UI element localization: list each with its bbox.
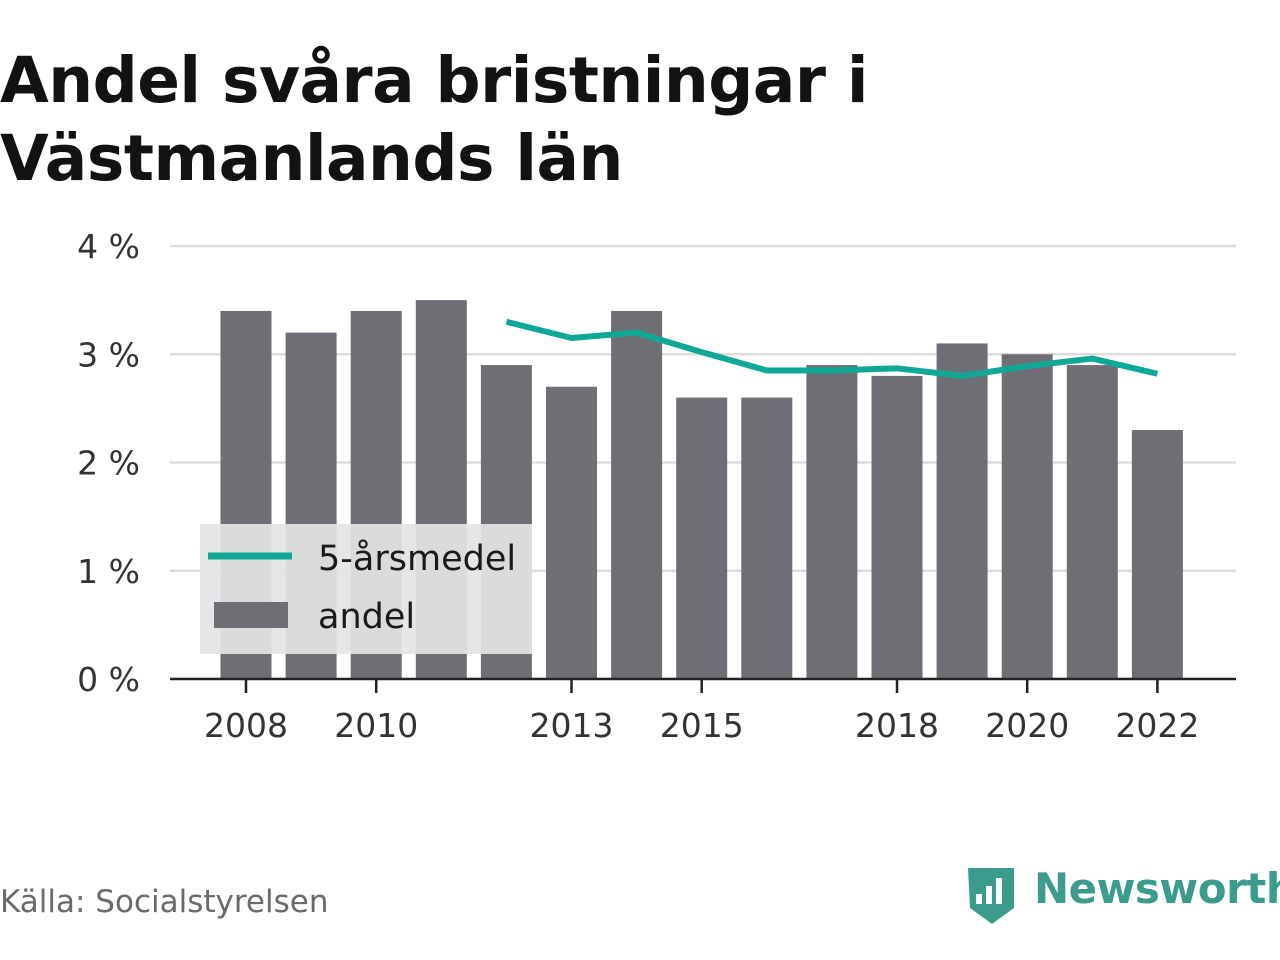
y-tick-label: 2 %	[77, 444, 140, 483]
newsworthy-logo-text: Newsworthy	[1034, 864, 1280, 913]
bar	[936, 343, 988, 679]
bar	[1131, 430, 1183, 679]
legend-swatch-bar	[214, 602, 288, 628]
bar	[676, 397, 728, 679]
bar	[741, 397, 793, 679]
x-tick-label: 2013	[530, 706, 614, 745]
newsworthy-logo-icon	[968, 868, 1014, 924]
axes: 0 % 1 % 2 % 3 % 4 % 2008 2010 2013 2015 2018 2020 2…	[77, 227, 1236, 745]
legend-label-5-arsmedel: 5-årsmedel	[318, 538, 516, 579]
y-tick-label: 0 %	[77, 660, 140, 699]
x-tick-label: 2018	[855, 706, 939, 745]
x-tick-label: 2022	[1115, 706, 1199, 745]
legend-label-andel: andel	[318, 597, 415, 637]
x-tick-label: 2015	[660, 706, 744, 745]
legend-box	[200, 524, 532, 654]
bar	[1066, 365, 1118, 679]
x-tick-label: 2020	[985, 706, 1069, 745]
y-tick-label: 1 %	[77, 552, 140, 591]
bar	[871, 375, 923, 679]
source-note: Källa: Socialstyrelsen	[0, 884, 329, 920]
bar	[1001, 354, 1053, 679]
newsworthy-logo[interactable]: Newsworthy	[964, 864, 1280, 928]
bar	[806, 365, 858, 679]
y-tick-label: 4 %	[77, 227, 140, 266]
legend: 5-årsmedel andel	[200, 524, 532, 654]
line-5-arsmedel	[505, 318, 1159, 379]
bar	[546, 386, 597, 679]
y-tick-label: 3 %	[77, 335, 140, 374]
x-tick-label: 2008	[204, 706, 288, 745]
bar	[611, 310, 663, 679]
x-tick-label: 2010	[334, 706, 418, 745]
chart-title: Andel svåra bristningar i Västmanlands l…	[0, 44, 868, 195]
line-series	[505, 318, 1159, 379]
